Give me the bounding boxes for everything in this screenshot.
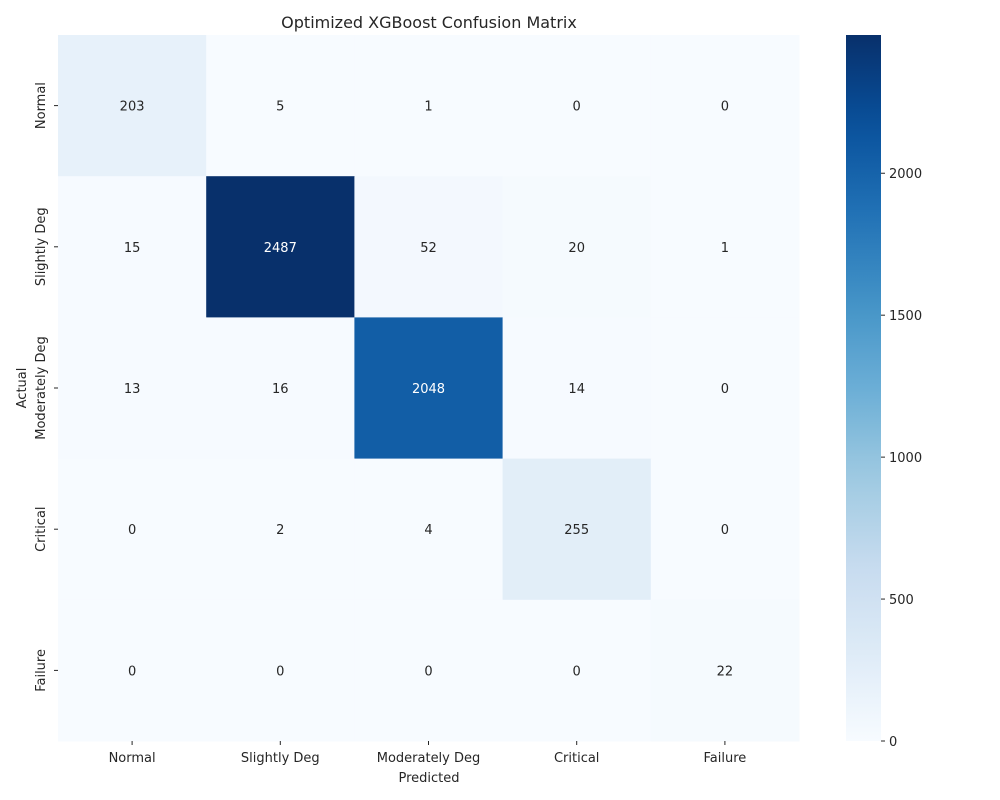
heatmap-cell (206, 599, 355, 742)
heatmap-cell (206, 317, 355, 460)
cell-value-label: 20 (568, 241, 585, 256)
heatmap-cell (58, 599, 207, 742)
cell-value-label: 2 (276, 523, 284, 538)
heatmap-cell (502, 35, 652, 177)
x-tick-label: Normal (109, 751, 156, 766)
colorbar: 0 500 1000 1500 2000 (846, 35, 922, 750)
cell-value-label: 0 (276, 664, 284, 679)
heatmap-cell (650, 176, 800, 318)
heatmap-cell (354, 317, 504, 460)
heatmap-cell (206, 458, 355, 601)
heatmap-cell (354, 35, 504, 177)
cell-value-label: 255 (564, 523, 589, 538)
y-axis-label: Actual (15, 368, 30, 409)
y-tick-label: Slightly Deg (34, 207, 49, 286)
y-tick-label: Critical (34, 506, 49, 551)
heatmap-cell (650, 317, 800, 460)
cell-value-label: 14 (568, 382, 585, 397)
colorbar-tick-label: 1000 (889, 451, 922, 466)
x-tick-label: Critical (554, 751, 599, 766)
colorbar-tick-label: 2000 (889, 167, 922, 182)
x-axis-label: Predicted (398, 771, 459, 786)
y-tick-label: Normal (34, 82, 49, 129)
y-tick-label: Moderately Deg (34, 336, 49, 440)
cell-value-label: 5 (276, 100, 284, 115)
cell-value-label: 2487 (264, 241, 297, 256)
cell-value-label: 1 (721, 241, 729, 256)
heatmap-cell (354, 599, 504, 742)
cell-value-label: 15 (124, 241, 141, 256)
chart-title: Optimized XGBoost Confusion Matrix (281, 13, 577, 32)
heatmap-cell (502, 458, 652, 601)
heatmap-cell (502, 599, 652, 742)
heatmap-cell (354, 176, 504, 318)
cell-value-label: 0 (721, 100, 729, 115)
heatmap-cell (650, 35, 800, 177)
x-tick-label: Moderately Deg (377, 751, 481, 766)
heatmap-cell (58, 35, 207, 177)
cell-value-label: 0 (573, 100, 581, 115)
heatmap-cells: 203 5 1 0 0 15 2487 52 20 1 13 16 2048 14 0 0 2 4 255 0 0 0 0 0… (58, 35, 800, 742)
heatmap-cell (502, 176, 652, 318)
y-axis-ticks: Normal Slightly Deg Moderately Deg Critical… (34, 82, 58, 692)
cell-value-label: 52 (420, 241, 437, 256)
cell-value-label: 4 (424, 523, 432, 538)
cell-value-label: 0 (721, 523, 729, 538)
heatmap-cell (354, 458, 504, 601)
colorbar-tick-label: 0 (889, 735, 897, 750)
cell-value-label: 13 (124, 382, 141, 397)
cell-value-label: 0 (128, 664, 136, 679)
heatmap-cell (650, 458, 800, 601)
cell-value-label: 22 (717, 664, 734, 679)
heatmap-cell (650, 599, 800, 742)
heatmap-cell (206, 176, 355, 318)
y-tick-label: Failure (34, 649, 49, 692)
cell-value-label: 16 (272, 382, 289, 397)
cell-value-label: 0 (424, 664, 432, 679)
cell-value-label: 2048 (412, 382, 445, 397)
heatmap-cell (58, 317, 207, 460)
x-tick-label: Slightly Deg (241, 751, 320, 766)
colorbar-tick-label: 500 (889, 593, 914, 608)
heatmap-cell (58, 458, 207, 601)
cell-value-label: 203 (120, 100, 145, 115)
cell-value-label: 1 (424, 100, 432, 115)
cell-value-label: 0 (573, 664, 581, 679)
heatmap-cell (58, 176, 207, 318)
heatmap-cell (206, 35, 355, 177)
x-tick-label: Failure (704, 751, 747, 766)
colorbar-tick-label: 1500 (889, 309, 922, 324)
x-axis-ticks: Normal Slightly Deg Moderately Deg Critical… (109, 741, 747, 766)
colorbar-gradient (846, 35, 881, 741)
cell-value-label: 0 (721, 382, 729, 397)
cell-value-label: 0 (128, 523, 136, 538)
heatmap-cell (502, 317, 652, 460)
